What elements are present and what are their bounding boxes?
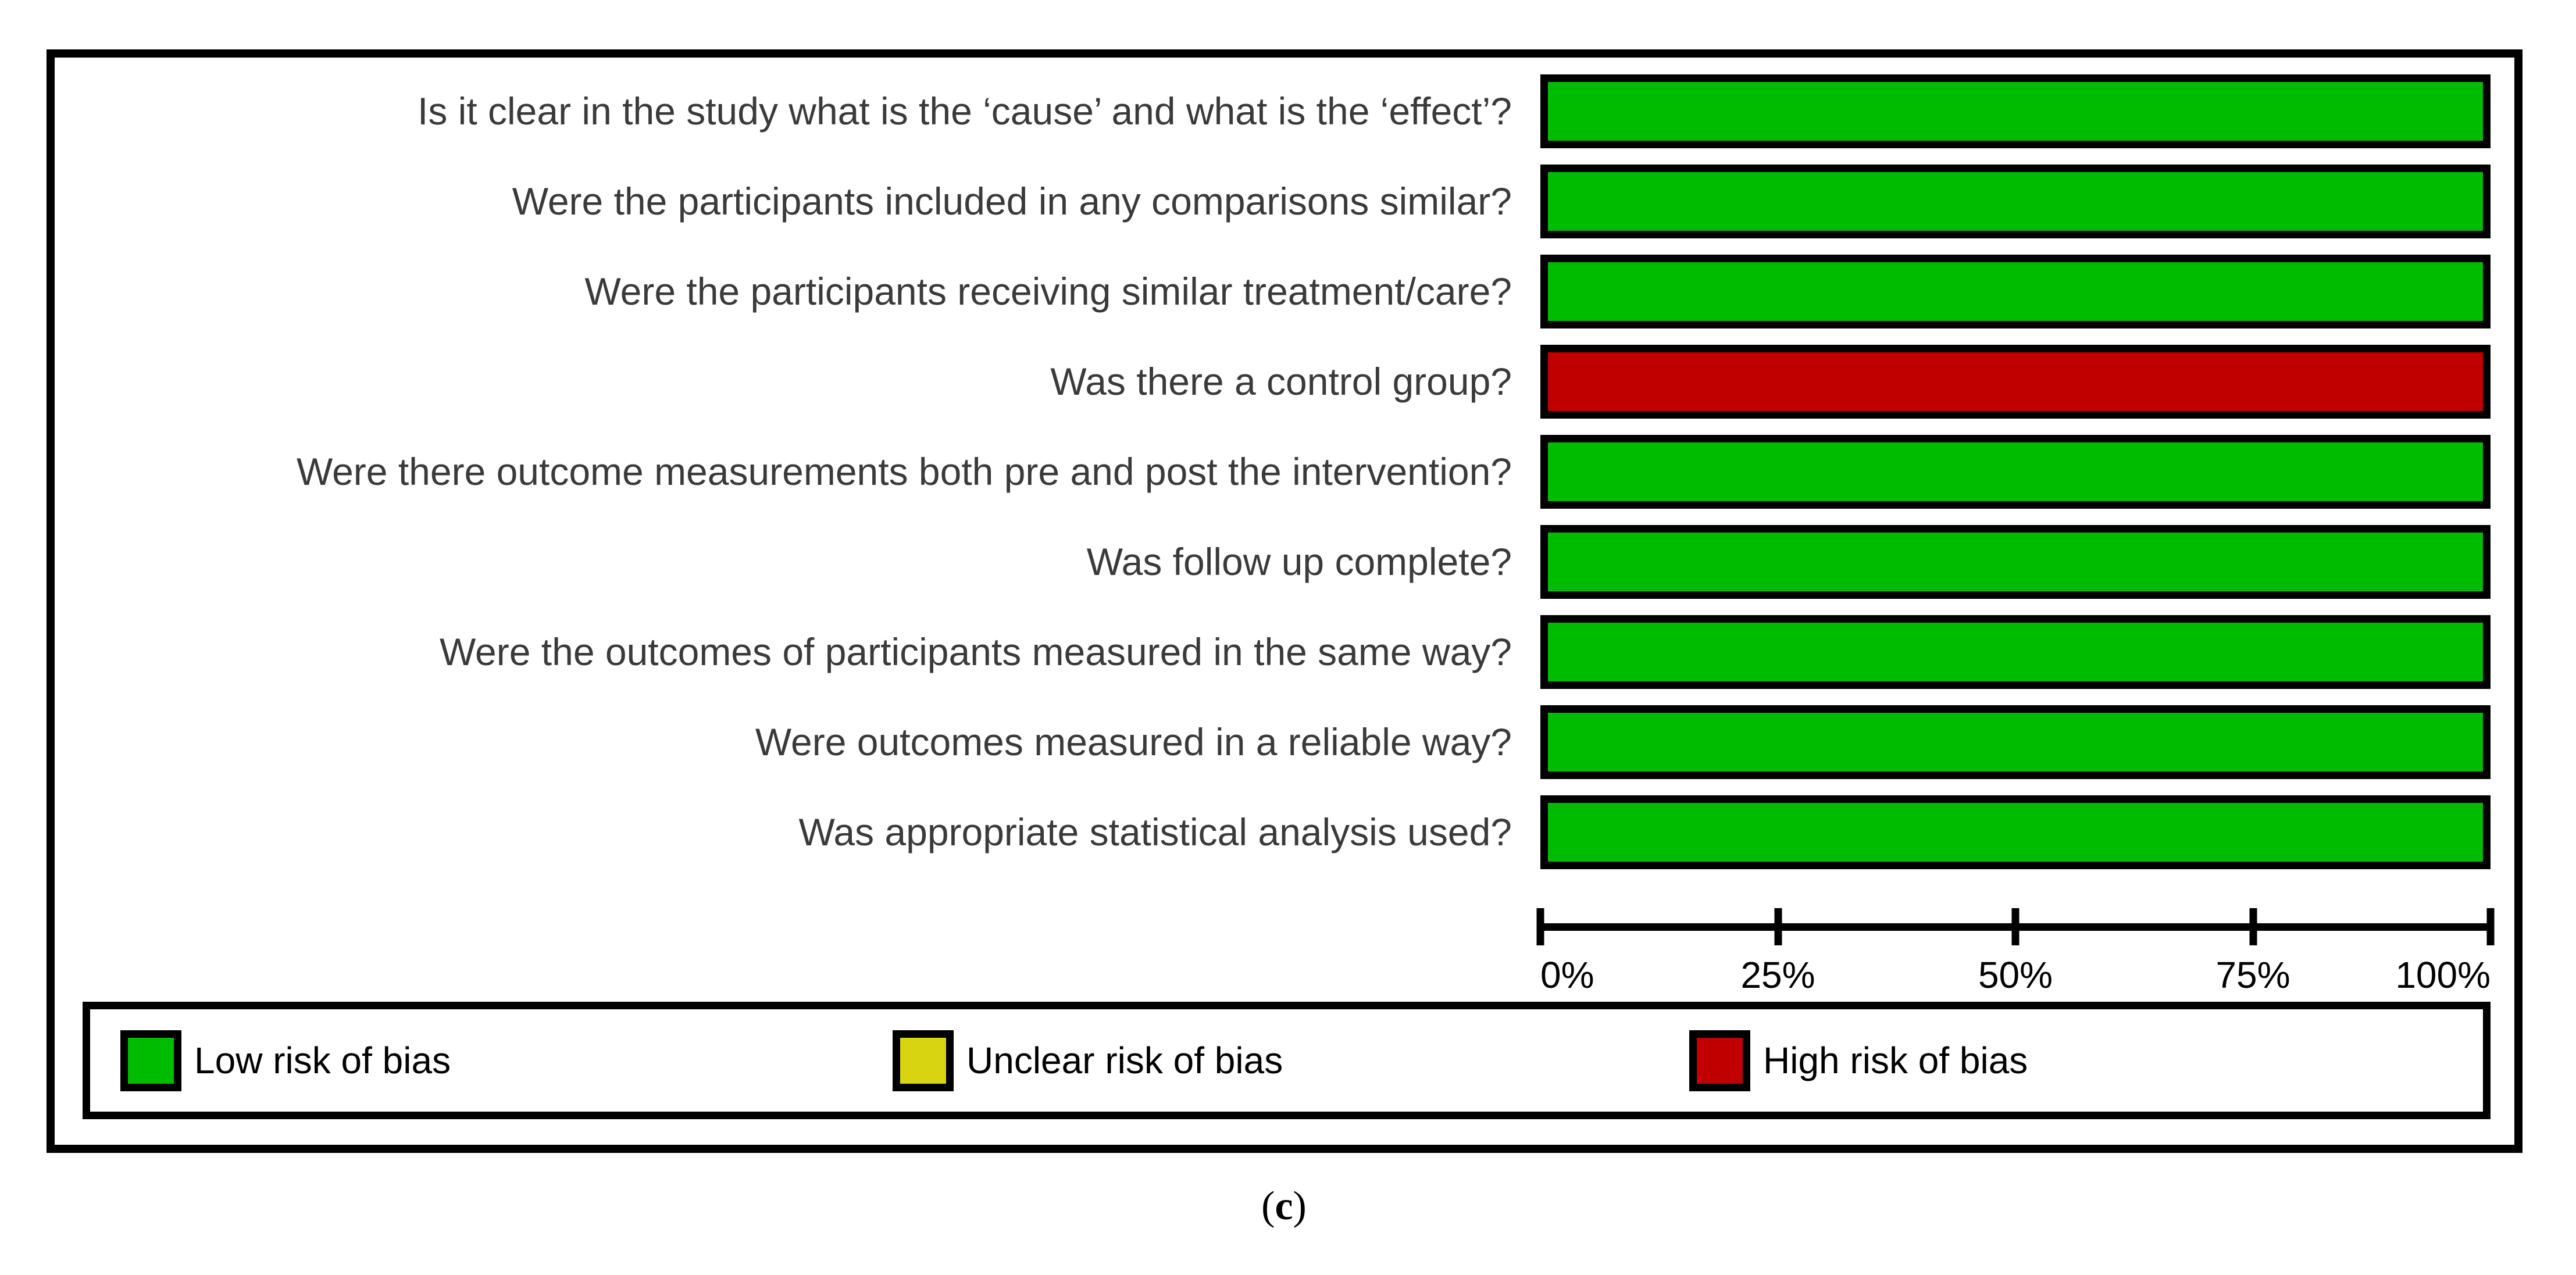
legend-color-swatch <box>1689 1030 1750 1091</box>
x-axis-tick <box>2011 908 2020 945</box>
legend: Low risk of bias Unclear risk of bias Hi… <box>83 1002 2491 1119</box>
x-axis-tick <box>2486 908 2495 945</box>
risk-bar <box>1540 165 2491 238</box>
risk-bar <box>1540 795 2491 869</box>
question-label: Were the participants included in any co… <box>512 180 1512 223</box>
bar-cell <box>1540 795 2491 869</box>
legend-item: Low risk of bias <box>120 1009 451 1112</box>
table-row: Were there outcome measurements both pre… <box>0 427 2576 517</box>
question-label: Is it clear in the study what is the ‘ca… <box>418 90 1512 133</box>
bar-cell <box>1540 435 2491 509</box>
bar-cell <box>1540 345 2491 419</box>
bar-rows: Is it clear in the study what is the ‘ca… <box>0 66 2576 877</box>
x-axis-tick-label: 0% <box>1540 954 1594 996</box>
table-row: Were the participants included in any co… <box>0 156 2576 247</box>
x-axis <box>1536 908 2495 945</box>
table-row: Was appropriate statistical analysis use… <box>0 787 2576 877</box>
x-axis-tick <box>1536 908 1544 945</box>
x-axis-tick-label: 50% <box>1978 954 2053 996</box>
question-label: Were outcomes measured in a reliable way… <box>755 720 1512 764</box>
table-row: Were the outcomes of participants measur… <box>0 607 2576 697</box>
figure-caption: (c) <box>0 1183 2568 1230</box>
question-label: Was there a control group? <box>1050 360 1512 403</box>
bar-cell <box>1540 525 2491 599</box>
x-axis-tick <box>1774 908 1782 945</box>
risk-bar <box>1540 435 2491 509</box>
bar-cell <box>1540 615 2491 689</box>
legend-item-label: Unclear risk of bias <box>966 1040 1283 1081</box>
risk-bar <box>1540 255 2491 328</box>
legend-color-swatch <box>120 1030 181 1091</box>
question-label: Were the participants receiving similar … <box>584 270 1512 313</box>
bar-cell <box>1540 255 2491 328</box>
bar-cell <box>1540 165 2491 238</box>
table-row: Was there a control group? <box>0 337 2576 427</box>
risk-bar <box>1540 525 2491 599</box>
legend-color-swatch <box>893 1030 954 1091</box>
question-label: Was appropriate statistical analysis use… <box>798 810 1512 854</box>
legend-item-label: High risk of bias <box>1763 1040 2028 1081</box>
legend-item: Unclear risk of bias <box>893 1009 1283 1112</box>
question-label: Were there outcome measurements both pre… <box>297 450 1512 494</box>
table-row: Were outcomes measured in a reliable way… <box>0 697 2576 787</box>
table-row: Were the participants receiving similar … <box>0 247 2576 337</box>
caption-letter: c <box>1275 1184 1293 1228</box>
table-row: Is it clear in the study what is the ‘ca… <box>0 66 2576 156</box>
x-axis-tick-labels: 0% 25% 50% 75% 100% <box>1540 953 2491 1000</box>
risk-bar <box>1540 705 2491 779</box>
risk-bar <box>1540 74 2491 148</box>
caption-open-paren: ( <box>1261 1184 1275 1228</box>
x-axis-tick-label: 100% <box>2395 954 2491 996</box>
risk-bar <box>1540 615 2491 689</box>
bar-cell <box>1540 705 2491 779</box>
question-label: Was follow up complete? <box>1086 540 1512 584</box>
table-row: Was follow up complete? <box>0 517 2576 607</box>
x-axis-tick-label: 25% <box>1740 954 1815 996</box>
caption-close-paren: ) <box>1293 1184 1307 1228</box>
legend-item: High risk of bias <box>1689 1009 2028 1112</box>
x-axis-tick-label: 75% <box>2215 954 2290 996</box>
bar-cell <box>1540 74 2491 148</box>
x-axis-tick <box>2249 908 2257 945</box>
risk-bar <box>1540 345 2491 419</box>
legend-item-label: Low risk of bias <box>194 1040 451 1081</box>
question-label: Were the outcomes of participants measur… <box>439 630 1512 674</box>
